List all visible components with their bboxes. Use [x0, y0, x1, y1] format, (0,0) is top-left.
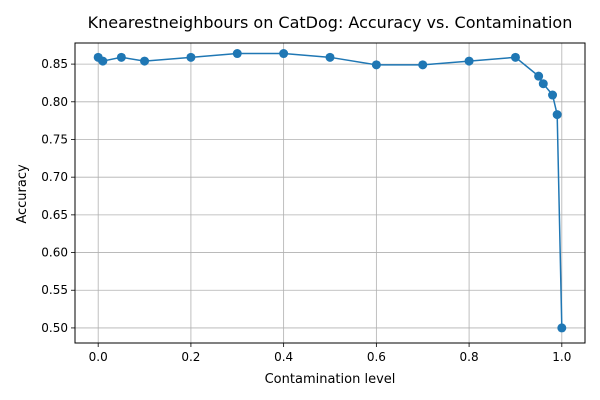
data-point	[371, 60, 381, 70]
y-tick-label: 0.75	[41, 132, 68, 146]
data-point	[186, 52, 196, 62]
data-point	[140, 56, 150, 66]
y-tick-label: 0.65	[41, 208, 68, 222]
x-tick-label: 0.2	[181, 350, 200, 364]
y-tick-label: 0.70	[41, 170, 68, 184]
plot-frame	[74, 42, 586, 344]
y-axis-label: Accuracy	[15, 164, 30, 224]
x-tick-label: 0.6	[367, 350, 386, 364]
x-axis-ticks: 0.0 0.2 0.4 0.6 0.8 1.0	[89, 343, 571, 364]
data-point	[232, 49, 242, 59]
data-point	[116, 52, 126, 62]
y-tick-label: 0.85	[41, 57, 68, 71]
data-point	[557, 323, 567, 333]
y-tick-label: 0.80	[41, 95, 68, 109]
chart-title: Knearestneighbours on CatDog: Accuracy v…	[88, 13, 573, 32]
data-point	[548, 90, 558, 100]
x-tick-label: 0.0	[89, 350, 108, 364]
data-point	[98, 56, 108, 66]
x-tick-label: 1.0	[552, 350, 571, 364]
data-point	[325, 52, 335, 62]
data-point	[538, 79, 548, 89]
data-point	[464, 56, 474, 66]
data-point	[510, 52, 520, 62]
data-point	[418, 60, 428, 70]
y-tick-label: 0.55	[41, 283, 68, 297]
x-tick-label: 0.8	[460, 350, 479, 364]
data-point	[279, 49, 289, 59]
grid-lines	[75, 43, 585, 343]
data-point	[534, 71, 544, 81]
series-layer	[93, 49, 567, 333]
data-point	[552, 110, 562, 120]
x-axis-label: Contamination level	[265, 372, 396, 387]
y-tick-label: 0.50	[41, 321, 68, 335]
x-tick-label: 0.4	[274, 350, 293, 364]
y-tick-label: 0.60	[41, 246, 68, 260]
y-axis-ticks: 0.50 0.55 0.60 0.65 0.70 0.75 0.80 0.85	[41, 57, 75, 335]
